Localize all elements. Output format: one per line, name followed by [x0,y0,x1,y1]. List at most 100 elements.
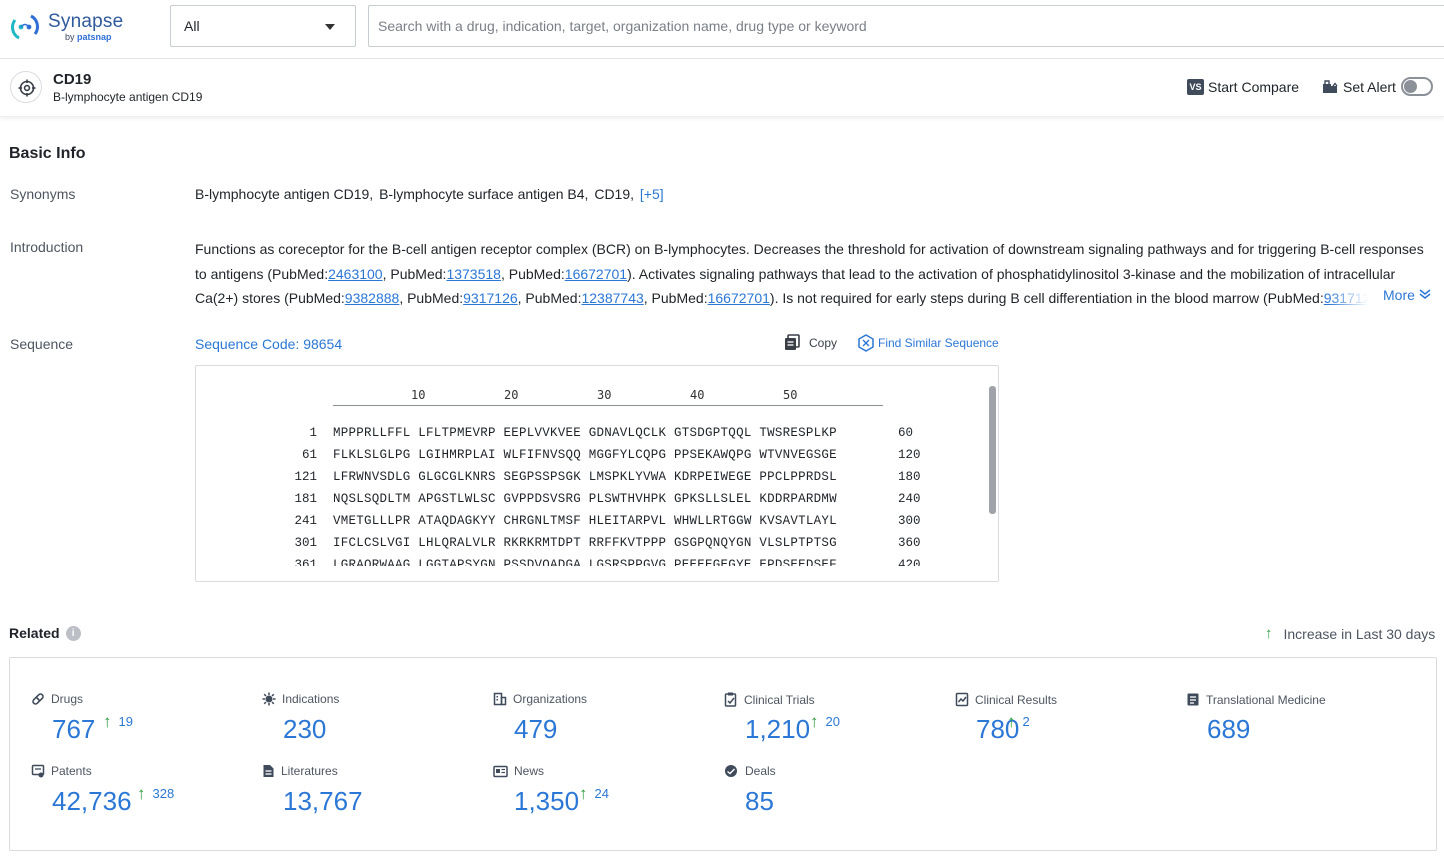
building-icon [493,692,507,706]
stat-label: Indications [262,692,339,706]
stat-label: Patents [31,764,92,778]
ruler-tick: 20 [504,388,518,402]
entity-subtitle: B-lymphocyte antigen CD19 [53,90,202,104]
set-alert-button[interactable]: Set Alert [1322,78,1396,96]
sequence-viewer[interactable]: 10 20 30 40 50 1MPPPRLLFFL LFLTPMEVRP EE… [195,365,999,582]
synonyms-list: B-lymphocyte antigen CD19, B-lymphocyte … [195,186,666,202]
pill-icon [31,692,45,706]
copy-button[interactable]: Copy [784,334,837,351]
set-alert-label: Set Alert [1343,79,1396,95]
copy-icon [784,334,800,351]
synonyms-label: Synonyms [10,186,75,202]
stat-label: Clinical Trials [724,692,815,707]
synonym: CD19, [594,186,634,202]
entity-title: CD19 [53,71,91,88]
patent-icon [31,764,45,778]
logo-name: Synapse [48,11,123,33]
top-bar: Synapse by patsnap All [0,0,1444,59]
start-compare-label: Start Compare [1208,79,1299,95]
stat-value: 85 [745,786,774,817]
pubmed-link[interactable]: 9317126 [463,290,518,306]
chevron-down-icon [325,24,335,30]
clipboard-icon [724,692,738,707]
synonyms-more-link[interactable]: [+5] [640,186,664,202]
introduction-more-label: More [1383,287,1415,303]
handshake-icon [724,764,739,778]
document-icon [262,764,275,778]
find-similar-sequence-button[interactable]: Find Similar Sequence [857,334,999,352]
sequence-line: 181NQSLSQDLTM APGSTLWLSC GVPPDSVSRG PLSW… [196,492,986,514]
search-input[interactable] [368,5,1444,47]
related-stats-panel: Drugs 767 ↑19 Indications 230 Organizati… [9,657,1437,851]
set-alert-toggle[interactable] [1401,77,1433,96]
sequence-code-link[interactable]: Sequence Code: 98654 [195,336,342,352]
stat-value: 42,736 [52,786,132,817]
stat-organizations[interactable]: Organizations 479 [493,692,713,752]
chart-doc-icon [955,692,969,707]
stat-patents[interactable]: Patents 42,736 ↑328 [31,764,251,824]
stat-literatures[interactable]: Literatures 13,767 [262,764,482,824]
synapse-logo-icon [9,12,41,42]
stat-value: 479 [514,714,557,745]
compare-icon: VS [1187,79,1204,95]
find-similar-sequence-label: Find Similar Sequence [878,336,999,350]
sequence-line: 241VMETGLLLPR ATAQDAGKYY CHRGNLTMSF HLEI… [196,514,986,536]
stat-value: 1,210 [745,714,810,745]
basic-info-title: Basic Info [9,145,85,163]
arrow-up-icon: ↑ [579,786,588,802]
pubmed-link[interactable]: 9382888 [345,290,400,306]
logo-byline: by patsnap [65,32,112,42]
pubmed-link[interactable]: 16672701 [708,290,770,306]
stat-value: 1,350 [514,786,579,817]
stat-label: Drugs [31,692,83,706]
stat-deals[interactable]: Deals 85 [724,764,944,824]
copy-label: Copy [809,336,837,350]
double-chevron-down-icon [1419,288,1431,300]
scrollbar-thumb[interactable] [989,386,996,514]
stat-value: 689 [1207,714,1250,745]
sequence-line: 61FLKLSLGLPG LGIHMRPLAI WLFIFNVSQQ MGGFY… [196,448,986,470]
pubmed-link[interactable]: 2463100 [328,266,383,282]
entity-header: CD19 B-lymphocyte antigen CD19 VS Start … [0,59,1444,117]
stat-clinical-results[interactable]: Clinical Results 780 ↑2 [955,692,1175,752]
ruler-tick: 40 [690,388,704,402]
sequence-line: 1MPPPRLLFFL LFLTPMEVRP EEPLVVKVEE GDNAVL… [196,426,986,448]
introduction-more-button[interactable]: More [1328,284,1438,306]
arrow-up-icon: ↑ [1007,714,1016,730]
sequence-lines: 1MPPPRLLFFL LFLTPMEVRP EEPLVVKVEE GDNAVL… [196,422,986,566]
stat-delta: ↑20 [810,714,840,730]
similar-sequence-icon [857,334,875,352]
search-scope-select[interactable]: All [170,5,356,47]
stat-clinical-trials[interactable]: Clinical Trials 1,210 ↑20 [724,692,944,752]
start-compare-button[interactable]: VS Start Compare [1187,78,1299,96]
synapse-logo[interactable]: Synapse by patsnap [9,10,129,46]
stat-translational-medicine[interactable]: Translational Medicine 689 [1186,692,1406,752]
report-icon [1186,692,1200,707]
stat-drugs[interactable]: Drugs 767 ↑19 [31,692,251,752]
sequence-line: 361LGRAQRWAAG LGGTAPSYGN PSSDVQADGA LGSR… [196,558,986,566]
sequence-label: Sequence [10,336,73,352]
pubmed-link[interactable]: 1373518 [446,266,501,282]
arrow-up-icon: ↑ [137,786,146,802]
newspaper-icon [493,765,508,778]
virus-icon [262,692,276,706]
pubmed-link[interactable]: 12387743 [581,290,643,306]
stat-news[interactable]: News 1,350 ↑24 [493,764,713,824]
stat-label: Translational Medicine [1186,692,1326,707]
ruler-tick: 50 [783,388,797,402]
stat-label: Clinical Results [955,692,1057,707]
stat-delta: ↑2 [1007,714,1030,730]
sequence-line: 301IFCLCSLVGI LHLQRALVLR RKRKRMTDPT RRFF… [196,536,986,558]
arrow-up-icon: ↑ [103,714,112,730]
sequence-scrollbar[interactable] [989,386,996,564]
pubmed-link[interactable]: 16672701 [565,266,627,282]
info-icon[interactable]: i [66,626,81,641]
stat-label: Organizations [493,692,587,706]
stat-indications[interactable]: Indications 230 [262,692,482,752]
increase-legend-label: Increase in Last 30 days [1284,626,1436,642]
increase-legend: ↑ Increase in Last 30 days [1265,625,1435,642]
stat-delta: ↑19 [103,714,133,730]
toggle-knob [1404,80,1417,93]
arrow-up-icon: ↑ [810,714,819,730]
alert-icon [1322,80,1338,94]
